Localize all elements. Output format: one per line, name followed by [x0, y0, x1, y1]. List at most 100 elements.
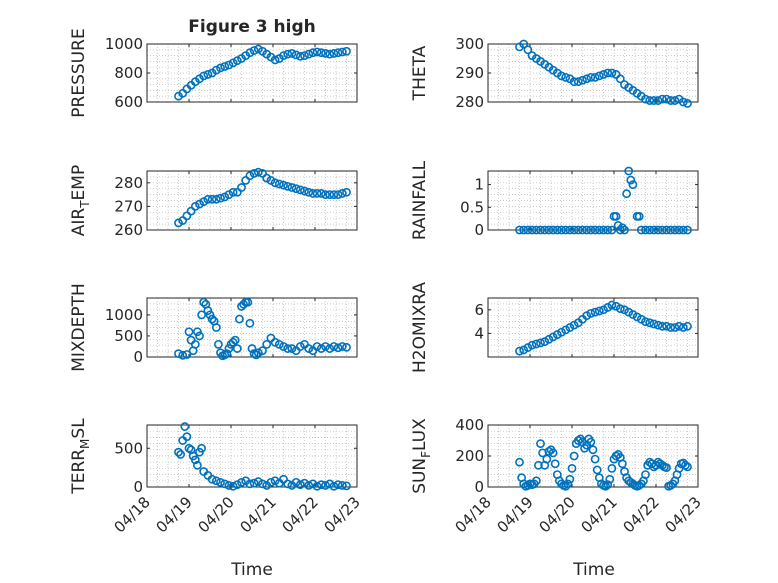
data-point	[611, 211, 621, 221]
data-point	[567, 463, 577, 473]
data-point	[333, 190, 343, 199]
panel-theta-grid	[487, 44, 699, 102]
data-point	[531, 339, 541, 349]
data-point	[230, 335, 240, 345]
data-point	[316, 480, 326, 490]
data-point	[182, 350, 192, 359]
data-point	[670, 225, 680, 235]
data-point	[321, 190, 330, 199]
data-point	[216, 63, 225, 73]
data-point	[618, 459, 627, 469]
data-point	[325, 190, 335, 199]
panel-air-temp-y-label: AIRTEMP	[69, 165, 92, 236]
x-tick-label: 04/23	[321, 493, 364, 536]
data-point	[342, 342, 351, 352]
panel-h2omixra-y-label: H2OMIXRA	[410, 282, 430, 373]
data-point	[279, 180, 288, 190]
panel-rainfall-grid	[487, 171, 699, 230]
data-point	[645, 225, 655, 235]
data-point	[586, 72, 596, 82]
data-point	[222, 349, 232, 359]
data-point	[523, 45, 533, 55]
panel-h2omixra: 46	[474, 297, 699, 358]
data-point	[249, 168, 259, 178]
data-point	[312, 189, 322, 198]
data-point	[304, 49, 314, 59]
data-point	[653, 225, 663, 235]
data-point	[674, 321, 684, 331]
data-point	[670, 96, 680, 105]
y-tick-label: 400	[455, 416, 484, 434]
data-point	[649, 225, 659, 235]
data-point	[337, 47, 347, 57]
data-point	[573, 436, 583, 445]
data-point	[653, 96, 663, 105]
data-point	[190, 339, 200, 349]
data-point	[253, 167, 263, 177]
y-tick-label: 500	[114, 327, 143, 345]
data-point	[228, 337, 238, 347]
data-point	[205, 310, 215, 320]
data-point	[216, 193, 225, 203]
data-point	[645, 318, 655, 328]
data-point	[561, 225, 571, 235]
data-point	[674, 225, 684, 235]
data-point	[287, 49, 297, 58]
data-point	[586, 437, 596, 447]
y-tick-label: 1	[474, 176, 484, 194]
data-point	[670, 323, 680, 332]
data-point	[607, 225, 617, 235]
data-point	[279, 51, 288, 60]
y-tick-label: 280	[114, 174, 143, 192]
data-point	[239, 299, 248, 309]
data-point	[316, 344, 326, 353]
data-point	[561, 481, 571, 491]
data-point	[653, 320, 663, 330]
data-point	[274, 339, 284, 349]
data-point	[534, 460, 543, 470]
data-point	[321, 49, 330, 58]
data-point	[615, 225, 625, 235]
data-point	[243, 297, 253, 307]
data-point	[174, 349, 183, 359]
y-tick-label: 1000	[105, 35, 143, 53]
x-tick-label: 04/20	[536, 493, 579, 536]
data-point	[228, 481, 238, 491]
data-point	[337, 189, 347, 198]
x-axis-label-left: Time	[230, 560, 273, 580]
data-point	[316, 189, 326, 198]
data-point	[192, 327, 202, 337]
y-tick-label: 600	[114, 93, 143, 111]
y-tick-label: 500	[114, 439, 143, 457]
data-point	[253, 348, 263, 358]
data-point	[594, 306, 604, 316]
data-point	[234, 314, 244, 324]
data-point	[195, 331, 204, 341]
data-point	[662, 463, 671, 473]
data-point	[565, 225, 575, 235]
data-point	[211, 65, 221, 75]
panel-h2omixra-axes-box	[487, 297, 699, 358]
y-tick-label: 1000	[105, 306, 143, 324]
data-point	[291, 50, 301, 60]
panel-rainfall-y-label: RAINFALL	[410, 160, 430, 240]
data-point	[603, 225, 613, 235]
panel-sun-flux-markers	[515, 434, 692, 491]
data-point	[329, 49, 339, 58]
data-point	[207, 314, 217, 324]
data-point	[211, 323, 221, 332]
panel-sun-flux-y-label: SUNFLUX	[410, 418, 433, 494]
panel-theta-markers	[515, 39, 692, 108]
data-point	[186, 206, 196, 216]
data-point	[251, 350, 261, 360]
data-point	[607, 68, 617, 78]
data-point	[237, 183, 246, 192]
data-point	[601, 481, 610, 491]
data-point	[245, 48, 255, 58]
data-point	[312, 47, 322, 57]
data-point	[641, 470, 650, 479]
data-point	[186, 335, 196, 345]
data-point	[531, 225, 541, 235]
data-point	[342, 46, 351, 56]
